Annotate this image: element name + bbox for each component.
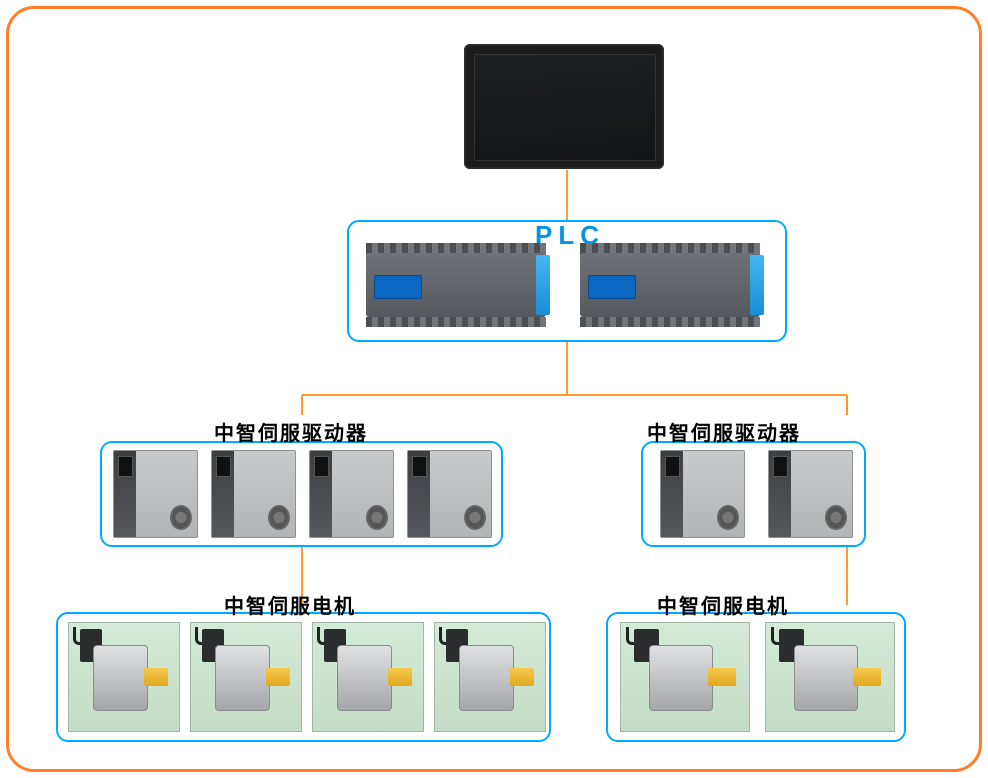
hmi-screen <box>474 54 656 161</box>
motor-label-right: 中智伺服电机 <box>657 590 789 619</box>
servo-motor-unit <box>434 622 546 732</box>
servo-motor-unit <box>68 622 180 732</box>
servo-driver-unit <box>660 450 745 538</box>
servo-motor-unit <box>620 622 750 732</box>
servo-motor-unit <box>765 622 895 732</box>
servo-driver-unit <box>768 450 853 538</box>
servo-motor-unit <box>312 622 424 732</box>
servo-driver-unit <box>211 450 296 538</box>
plc-unit <box>366 243 546 327</box>
servo-motor-unit <box>190 622 302 732</box>
motor-label-left: 中智伺服电机 <box>224 590 356 619</box>
servo-driver-unit <box>113 450 198 538</box>
hmi-display <box>464 44 664 169</box>
driver-label-right: 中智伺服驱动器 <box>647 417 801 446</box>
servo-driver-unit <box>407 450 492 538</box>
plc-unit <box>580 243 760 327</box>
servo-driver-unit <box>309 450 394 538</box>
driver-label-left: 中智伺服驱动器 <box>214 417 368 446</box>
